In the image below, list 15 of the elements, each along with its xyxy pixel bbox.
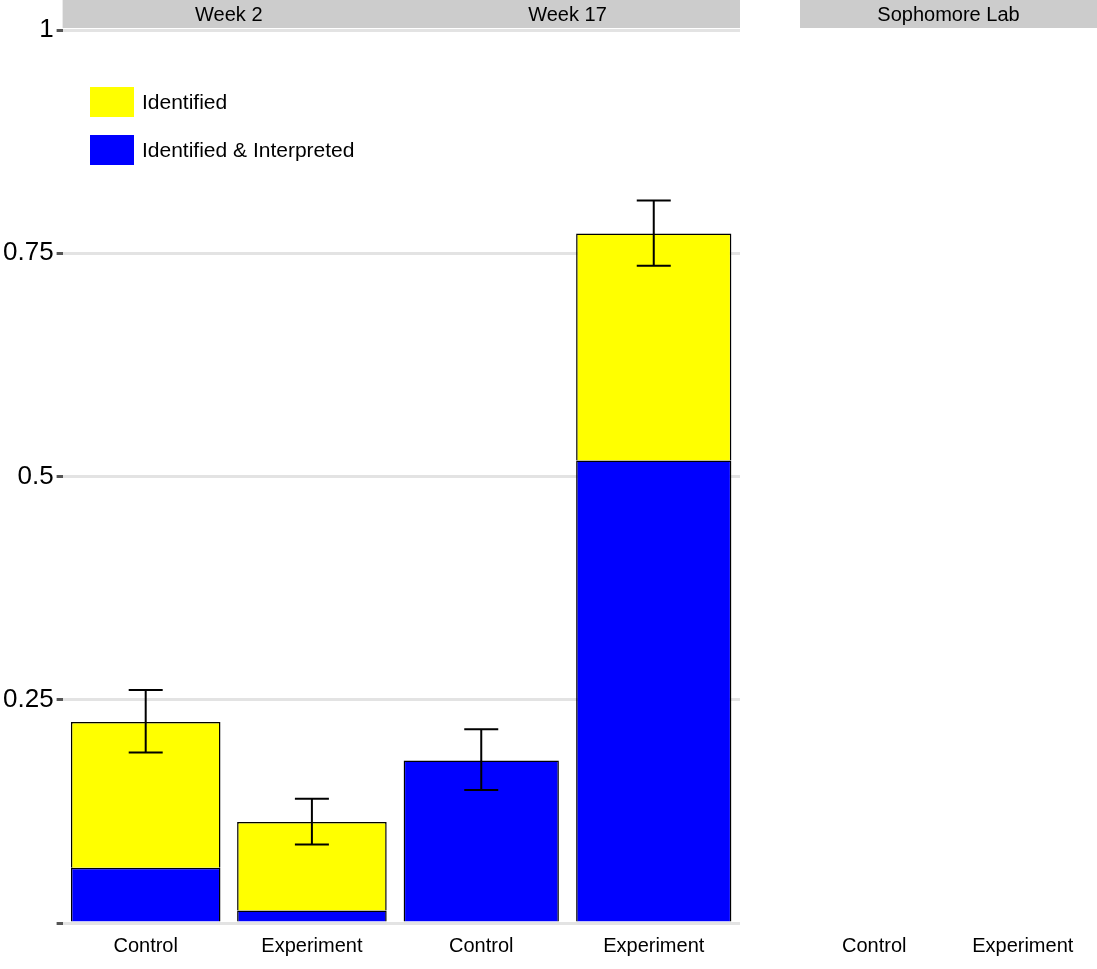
legend-label: Identified & Interpreted xyxy=(142,138,355,162)
y-tick-label: 0.25 xyxy=(2,682,54,713)
x-tick-label: Experiment xyxy=(972,933,1074,956)
x-tick-label: Control xyxy=(842,933,907,956)
y-tick-label: 0.5 xyxy=(17,459,54,490)
legend-label: Identified xyxy=(142,90,228,114)
x-tick-label: Experiment xyxy=(261,933,363,956)
x-tick-label: Control xyxy=(449,933,514,956)
chart-title: Week 2 xyxy=(195,2,263,25)
chart-title: Week 17 xyxy=(528,2,607,25)
x-tick-label: Experiment xyxy=(603,933,705,956)
chart-title: Sophomore Lab xyxy=(877,2,1020,25)
x-tick-label: Control xyxy=(113,933,178,956)
y-tick-label: 0.75 xyxy=(2,236,54,267)
y-tick-label: 1 xyxy=(39,13,54,44)
